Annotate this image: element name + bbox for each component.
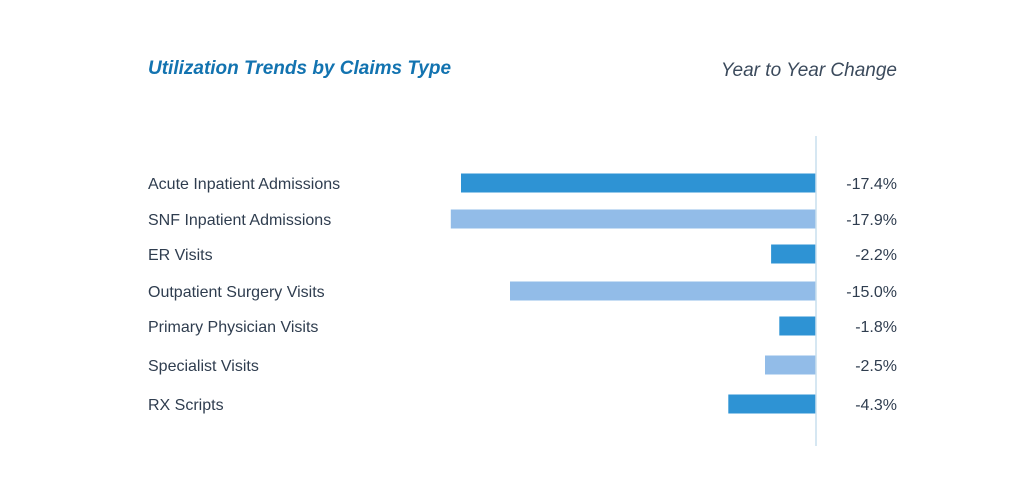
- bar-rx-scripts: [728, 394, 816, 414]
- category-label: ER Visits: [148, 247, 213, 264]
- category-label: RX Scripts: [148, 397, 224, 414]
- chart-subtitle: Year to Year Change: [720, 60, 897, 81]
- bars-group: [450, 173, 816, 414]
- value-label: -17.4%: [846, 176, 897, 193]
- category-label: Outpatient Surgery Visits: [148, 284, 325, 301]
- chart-title: Utilization Trends by Claims Type: [148, 58, 452, 79]
- value-label: -4.3%: [855, 397, 897, 414]
- value-label: -15.0%: [846, 284, 897, 301]
- category-label: SNF Inpatient Admissions: [148, 212, 331, 229]
- bar-outpatient-surgery-visits: [510, 281, 816, 301]
- bar-acute-inpatient-admissions: [461, 173, 816, 193]
- bar-primary-physician-visits: [779, 316, 816, 336]
- value-label: -2.5%: [855, 358, 897, 375]
- bar-specialist-visits: [765, 355, 816, 375]
- value-label: -17.9%: [846, 212, 897, 229]
- category-labels: Acute Inpatient Admissions SNF Inpatient …: [148, 176, 340, 414]
- bar-er-visits: [771, 244, 816, 264]
- value-label: -1.8%: [855, 319, 897, 336]
- bar-snf-inpatient-admissions: [450, 209, 816, 229]
- value-labels: -17.4% -17.9% -2.2% -15.0% -1.8% -2.5% -4.3%: [846, 176, 897, 414]
- value-label: -2.2%: [855, 247, 897, 264]
- category-label: Acute Inpatient Admissions: [148, 176, 340, 193]
- category-label: Specialist Visits: [148, 358, 259, 375]
- category-label: Primary Physician Visits: [148, 319, 318, 336]
